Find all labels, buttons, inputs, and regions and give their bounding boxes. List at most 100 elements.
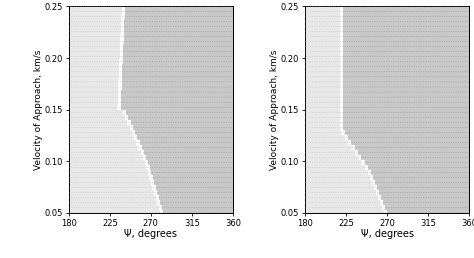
- Bar: [365, 165, 368, 170]
- Bar: [69, 49, 121, 54]
- Bar: [118, 74, 122, 79]
- Bar: [340, 79, 343, 84]
- Bar: [305, 39, 342, 44]
- Bar: [118, 94, 121, 100]
- Bar: [340, 64, 343, 69]
- Bar: [69, 165, 148, 170]
- Bar: [69, 59, 121, 64]
- Bar: [375, 190, 379, 195]
- Bar: [125, 115, 128, 120]
- Bar: [69, 90, 119, 94]
- Bar: [378, 195, 381, 200]
- Bar: [145, 160, 148, 165]
- Bar: [148, 170, 151, 175]
- Bar: [340, 9, 343, 14]
- Bar: [305, 69, 342, 74]
- Bar: [305, 195, 379, 200]
- Bar: [120, 49, 123, 54]
- Bar: [69, 39, 122, 44]
- Bar: [305, 54, 342, 59]
- Bar: [123, 110, 126, 115]
- Bar: [348, 140, 351, 145]
- Bar: [119, 64, 122, 69]
- Bar: [340, 19, 343, 24]
- Bar: [305, 44, 342, 49]
- Bar: [305, 165, 366, 170]
- Bar: [119, 69, 122, 74]
- Bar: [160, 210, 164, 215]
- Bar: [69, 130, 134, 135]
- Bar: [118, 90, 121, 94]
- Bar: [69, 195, 157, 200]
- Bar: [118, 84, 122, 90]
- Bar: [69, 120, 129, 125]
- Bar: [305, 180, 374, 185]
- Bar: [141, 150, 144, 155]
- Bar: [340, 100, 343, 104]
- Bar: [340, 24, 343, 29]
- Bar: [305, 160, 363, 165]
- Bar: [340, 110, 343, 115]
- Bar: [69, 34, 122, 39]
- Bar: [340, 104, 343, 110]
- Bar: [340, 120, 343, 125]
- Bar: [118, 79, 122, 84]
- Y-axis label: Velocity of Approach, km/s: Velocity of Approach, km/s: [34, 50, 43, 170]
- Bar: [69, 9, 123, 14]
- Bar: [305, 130, 343, 135]
- Bar: [69, 110, 125, 115]
- Bar: [370, 175, 373, 180]
- Bar: [121, 14, 125, 19]
- Bar: [121, 24, 124, 29]
- Bar: [149, 175, 153, 180]
- Bar: [305, 64, 342, 69]
- Bar: [69, 115, 127, 120]
- X-axis label: Ψ, degrees: Ψ, degrees: [124, 229, 177, 239]
- Bar: [69, 210, 162, 215]
- Bar: [118, 100, 121, 104]
- Bar: [355, 150, 358, 155]
- Bar: [69, 19, 123, 24]
- Bar: [117, 104, 121, 110]
- Bar: [305, 79, 342, 84]
- Bar: [69, 24, 123, 29]
- Bar: [69, 44, 122, 49]
- Bar: [305, 84, 342, 90]
- Bar: [122, 4, 125, 9]
- Bar: [368, 170, 371, 175]
- Bar: [305, 14, 342, 19]
- Bar: [380, 200, 383, 205]
- Bar: [138, 145, 142, 150]
- Bar: [69, 4, 123, 9]
- Bar: [153, 185, 156, 190]
- Bar: [69, 205, 160, 210]
- Bar: [69, 145, 140, 150]
- Bar: [340, 34, 343, 39]
- Bar: [69, 180, 153, 185]
- Bar: [151, 180, 155, 185]
- Bar: [143, 155, 146, 160]
- Bar: [136, 140, 140, 145]
- Bar: [382, 205, 385, 210]
- Bar: [69, 94, 119, 100]
- Bar: [372, 180, 375, 185]
- Bar: [305, 140, 350, 145]
- Bar: [305, 150, 356, 155]
- Bar: [340, 14, 343, 19]
- Bar: [305, 100, 342, 104]
- Bar: [119, 54, 123, 59]
- Bar: [305, 190, 377, 195]
- Bar: [305, 155, 360, 160]
- Bar: [69, 160, 146, 165]
- Bar: [340, 29, 343, 34]
- Bar: [305, 115, 342, 120]
- Bar: [305, 9, 342, 14]
- Bar: [69, 185, 154, 190]
- Bar: [305, 59, 342, 64]
- Bar: [120, 44, 123, 49]
- Bar: [305, 135, 346, 140]
- Bar: [305, 210, 385, 215]
- Bar: [340, 125, 343, 130]
- Bar: [305, 200, 382, 205]
- Bar: [340, 4, 343, 9]
